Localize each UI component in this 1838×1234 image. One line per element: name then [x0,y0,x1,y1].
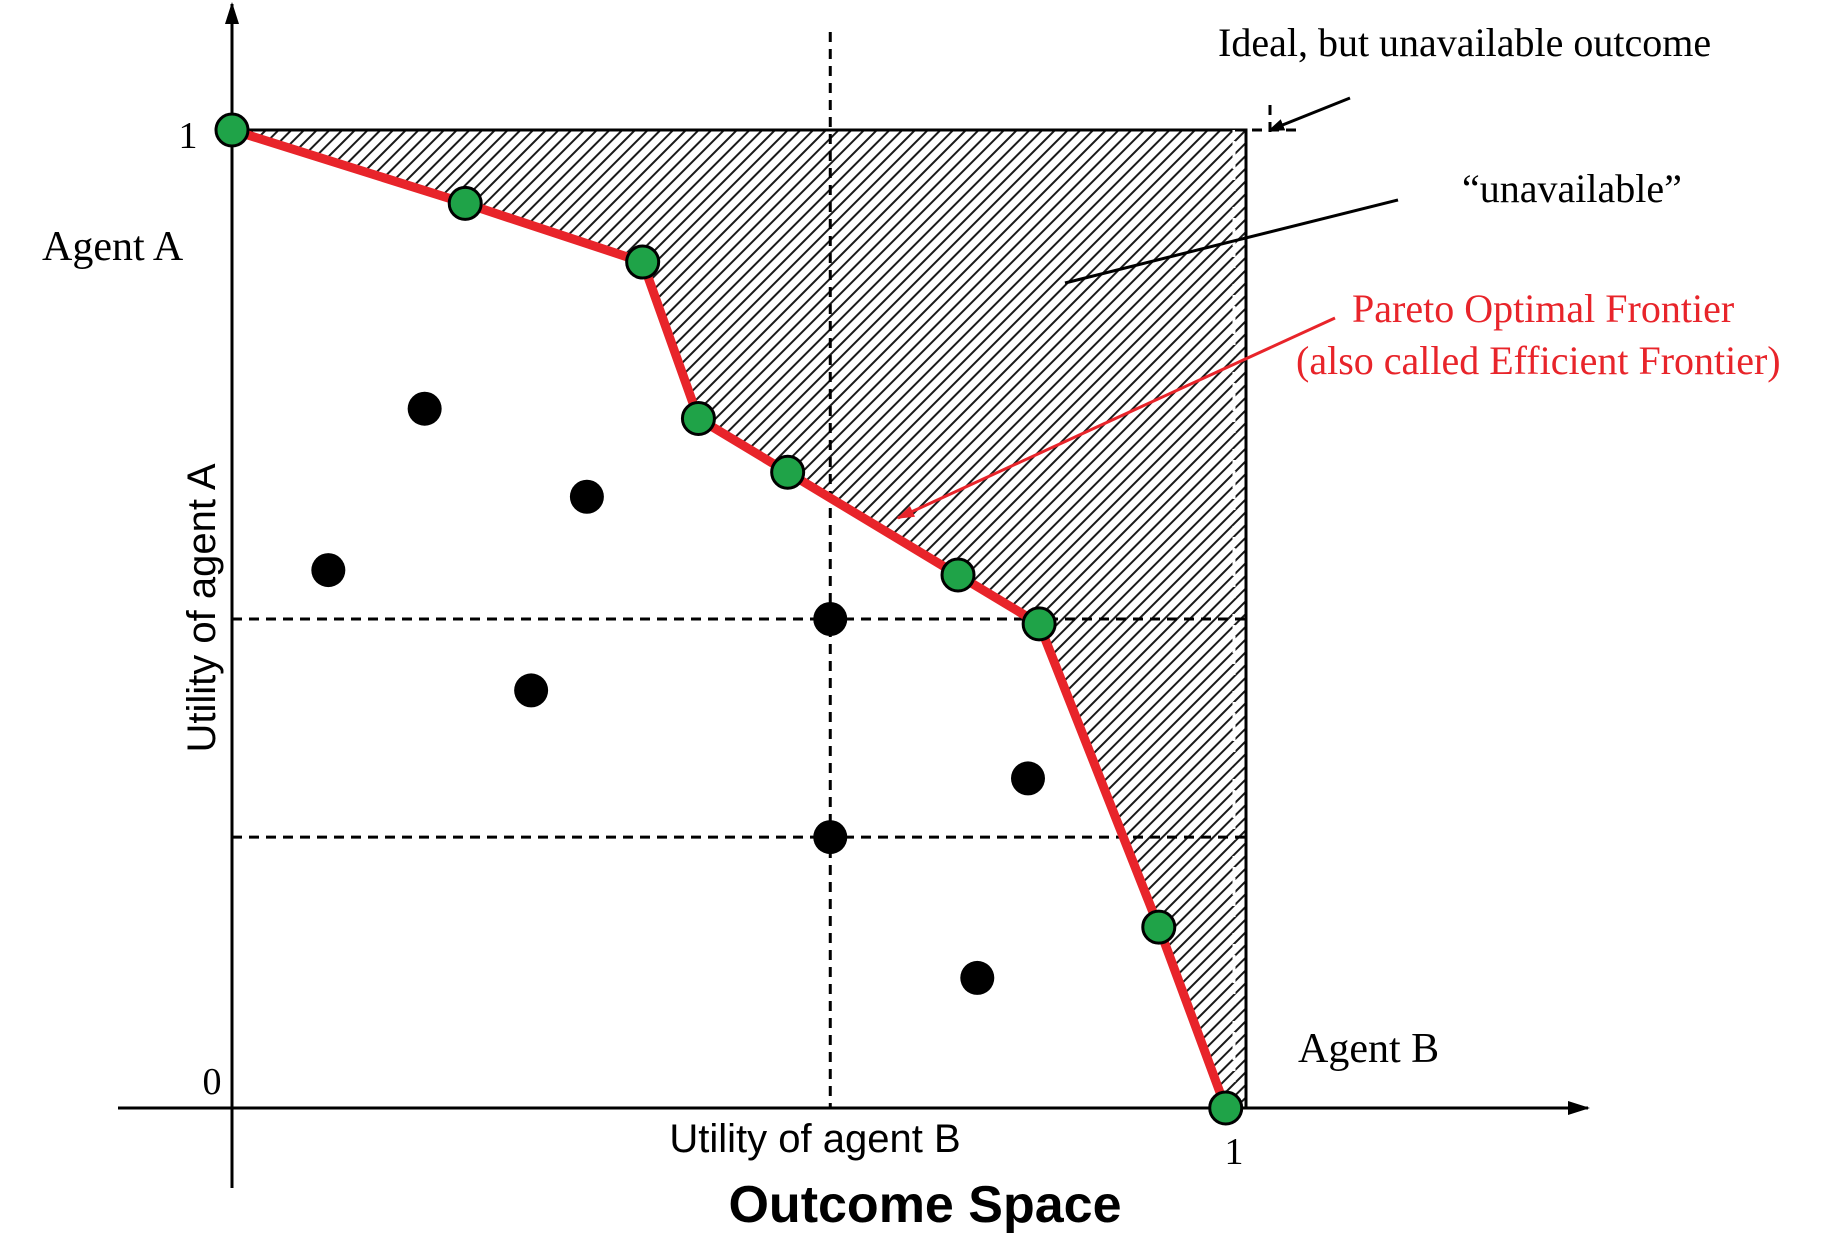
pareto-point [680,401,716,437]
origin-tick: 0 [203,1061,222,1103]
pareto-point [770,454,806,490]
dominated-points [311,391,1045,995]
guide-lines [232,32,1301,1108]
x-tick-one: 1 [1225,1131,1244,1173]
dominated-point [311,553,346,588]
dominated-point [569,479,604,514]
dominated-point [407,391,442,426]
dominated-point [813,602,848,636]
agent-a-label: Agent A [42,224,184,270]
dominated-point [1010,761,1045,796]
y-axis-title: Utility of agent A [180,463,224,752]
dominated-point [514,673,549,708]
efficient-frontier-label: (also called Efficient Frontier) [1296,338,1781,383]
y-tick-one: 1 [179,115,198,157]
pareto-frontier-label: Pareto Optimal Frontier [1352,286,1734,331]
dominated-point [813,820,848,855]
pareto-points [214,112,1244,1126]
pareto-point [1141,909,1177,945]
diagram-title: Outcome Space [728,1176,1121,1234]
ideal-outcome-label: Ideal, but unavailable outcome [1218,20,1711,65]
pareto-arrow [896,316,1336,520]
unavailable-label: “unavailable” [1462,166,1682,211]
pareto-point [447,185,483,221]
pareto-point [1208,1090,1244,1126]
pareto-point [214,112,250,148]
pareto-point [940,557,976,593]
agent-b-label: Agent B [1298,1026,1439,1072]
pareto-point [625,244,661,280]
dominated-point [960,960,995,995]
x-axis-title: Utility of agent B [669,1117,960,1161]
pareto-point [1021,606,1057,642]
unavailable-arrow [1064,198,1399,285]
ideal-arrow [1268,96,1351,132]
